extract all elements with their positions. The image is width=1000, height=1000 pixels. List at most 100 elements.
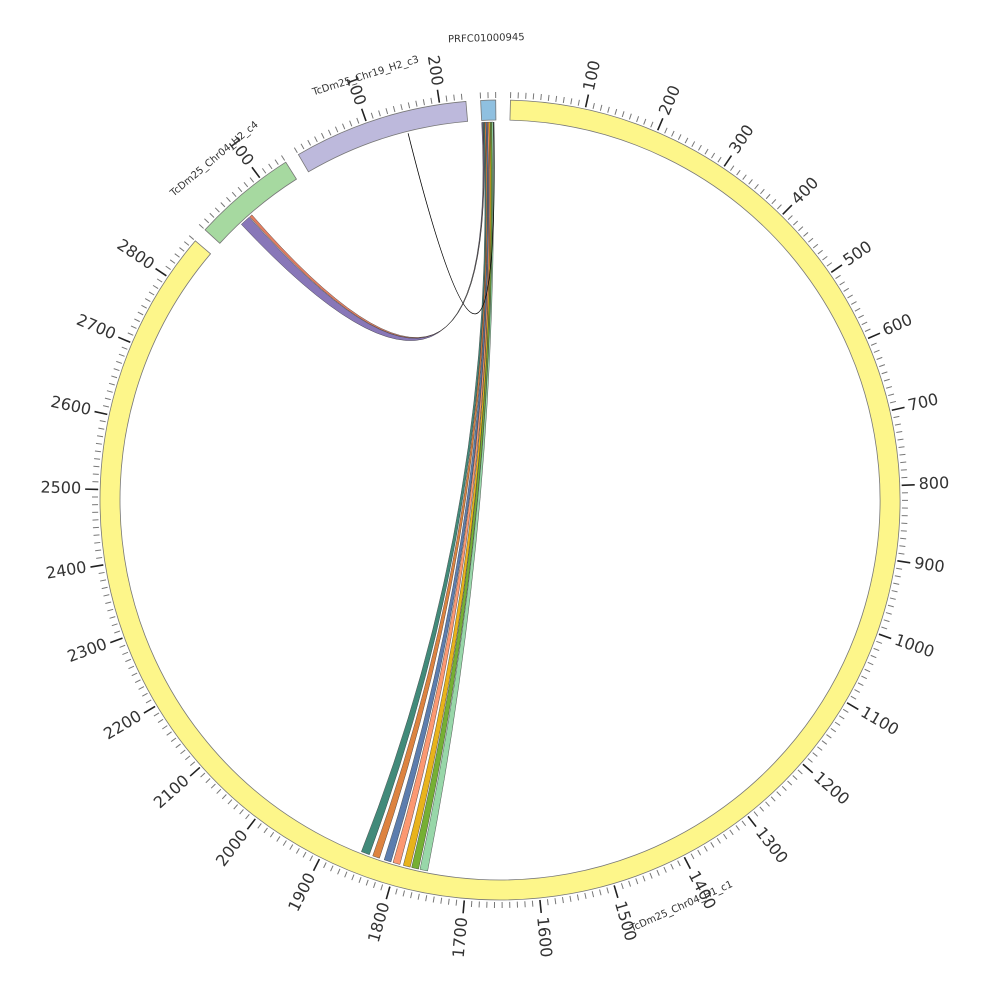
tick-label: 2300 — [65, 634, 110, 666]
major-tick — [867, 332, 881, 340]
minor-tick — [808, 237, 814, 243]
minor-tick — [302, 851, 307, 858]
minor-tick — [455, 899, 458, 906]
major-tick — [584, 94, 590, 108]
minor-tick — [141, 304, 147, 309]
minor-tick — [116, 360, 123, 364]
minor-tick — [169, 259, 176, 264]
minor-tick — [422, 99, 425, 106]
minor-tick — [180, 749, 186, 755]
minor-tick — [274, 159, 279, 165]
minor-tick — [771, 199, 777, 205]
minor-tick — [562, 97, 565, 104]
tick-label: 200 — [424, 54, 447, 87]
minor-tick — [817, 746, 823, 751]
minor-tick — [854, 307, 861, 312]
minor-tick — [165, 265, 171, 270]
minor-tick — [281, 155, 286, 161]
minor-tick — [826, 734, 832, 739]
minor-tick — [677, 134, 682, 140]
minor-tick — [105, 601, 112, 605]
minor-tick — [643, 118, 647, 125]
minor-tick — [98, 571, 105, 575]
minor-tick — [889, 400, 897, 404]
minor-tick — [851, 301, 857, 305]
minor-tick — [142, 692, 148, 697]
minor-tick — [175, 743, 181, 749]
tick-label: 400 — [787, 173, 822, 208]
minor-tick — [410, 892, 413, 899]
minor-tick — [337, 868, 341, 875]
minor-tick — [226, 196, 231, 203]
minor-tick — [843, 287, 850, 292]
minor-tick — [134, 679, 141, 684]
minor-tick — [170, 737, 177, 742]
minor-tick — [385, 108, 389, 115]
minor-tick — [106, 390, 113, 393]
minor-tick — [430, 97, 433, 104]
major-tick — [385, 886, 391, 900]
minor-tick — [373, 882, 376, 889]
minor-tick — [453, 94, 455, 101]
minor-tick — [119, 644, 126, 648]
link — [419, 121, 494, 872]
minor-tick — [214, 207, 220, 213]
minor-tick — [402, 890, 406, 897]
minor-tick — [881, 371, 888, 375]
minor-tick — [128, 665, 135, 670]
major-tick — [436, 89, 441, 103]
tick-label: 100 — [579, 59, 604, 93]
tick-label: 2600 — [49, 392, 93, 419]
minor-tick — [748, 179, 753, 185]
minor-tick — [99, 420, 106, 423]
minor-tick — [650, 121, 654, 128]
minor-tick — [899, 545, 906, 547]
minor-tick — [114, 630, 121, 634]
major-tick — [462, 900, 466, 914]
minor-tick — [243, 182, 249, 188]
minor-tick — [204, 218, 210, 224]
minor-tick — [893, 582, 900, 585]
minor-tick — [249, 177, 255, 183]
minor-tick — [834, 721, 841, 726]
tick-label: 2400 — [45, 557, 88, 582]
major-tick — [878, 633, 892, 640]
minor-tick — [95, 442, 102, 445]
tick-label: 2700 — [74, 310, 119, 343]
minor-tick — [691, 141, 696, 147]
tick-label: 2800 — [114, 235, 158, 273]
minor-tick — [130, 325, 137, 329]
minor-tick — [295, 848, 300, 854]
minor-tick — [887, 604, 894, 608]
minor-tick — [145, 699, 152, 704]
link — [249, 122, 485, 339]
major-tick — [723, 155, 733, 167]
minor-tick — [741, 820, 747, 827]
minor-tick — [850, 695, 857, 700]
minor-tick — [888, 393, 895, 397]
minor-tick — [664, 127, 668, 134]
major-tick — [117, 336, 131, 344]
minor-tick — [584, 892, 587, 899]
minor-tick — [698, 144, 702, 151]
minor-tick — [555, 95, 558, 102]
minor-tick — [216, 788, 222, 794]
minor-tick — [94, 450, 101, 453]
minor-tick — [711, 152, 716, 159]
minor-tick — [893, 415, 900, 419]
minor-tick — [898, 552, 905, 555]
minor-tick — [162, 725, 168, 730]
minor-tick — [770, 796, 776, 802]
segment — [204, 161, 298, 244]
minor-tick — [716, 838, 721, 844]
minor-tick — [787, 215, 793, 220]
minor-tick — [591, 891, 595, 898]
minor-tick — [642, 875, 646, 882]
minor-tick — [561, 897, 564, 904]
minor-tick — [857, 682, 864, 687]
minor-tick — [276, 836, 281, 842]
minor-tick — [342, 123, 346, 130]
minor-tick — [125, 658, 132, 663]
minor-tick — [447, 898, 450, 905]
